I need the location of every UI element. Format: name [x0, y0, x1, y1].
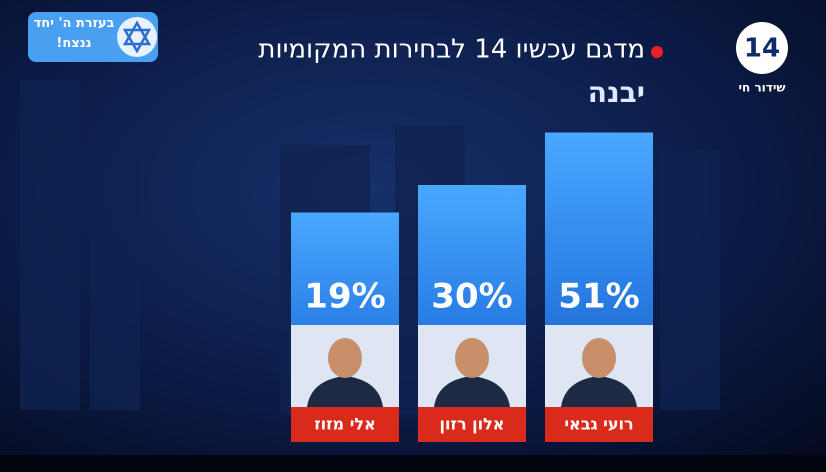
name-box: [418, 407, 526, 442]
person-head: [455, 338, 489, 378]
person-body: [434, 376, 510, 407]
star: [122, 20, 152, 54]
live-label: שידור חי: [739, 81, 786, 95]
name-box: [291, 407, 399, 442]
candidate-name: רועי גבאי: [564, 415, 633, 434]
value-label: 51%: [558, 277, 639, 317]
title-dot: [651, 46, 663, 58]
chart-title: מדגם עכשיו 14 לבחירות המקומיות: [258, 35, 645, 65]
person-head: [328, 338, 362, 378]
banner-icon: [117, 17, 157, 57]
logo: 14: [744, 34, 780, 64]
banner-wrap: בעזרת ה' יחד ננצח!: [33, 16, 115, 51]
person-head: [582, 338, 616, 378]
value-label: 19%: [304, 277, 385, 317]
name-box: [545, 407, 653, 442]
tv-bezel: [0, 455, 826, 472]
banner-text: בעזרת ה' יחד ננצח!: [33, 16, 115, 51]
person-body: [307, 376, 383, 407]
person-body: [561, 376, 637, 407]
logo-circle: [736, 22, 788, 74]
candidate-name: אלי מזוז: [314, 415, 376, 434]
candidate-name: אלון רזון: [440, 415, 505, 434]
value-label: 30%: [431, 277, 512, 317]
chart-subtitle: יבנה: [588, 76, 645, 109]
